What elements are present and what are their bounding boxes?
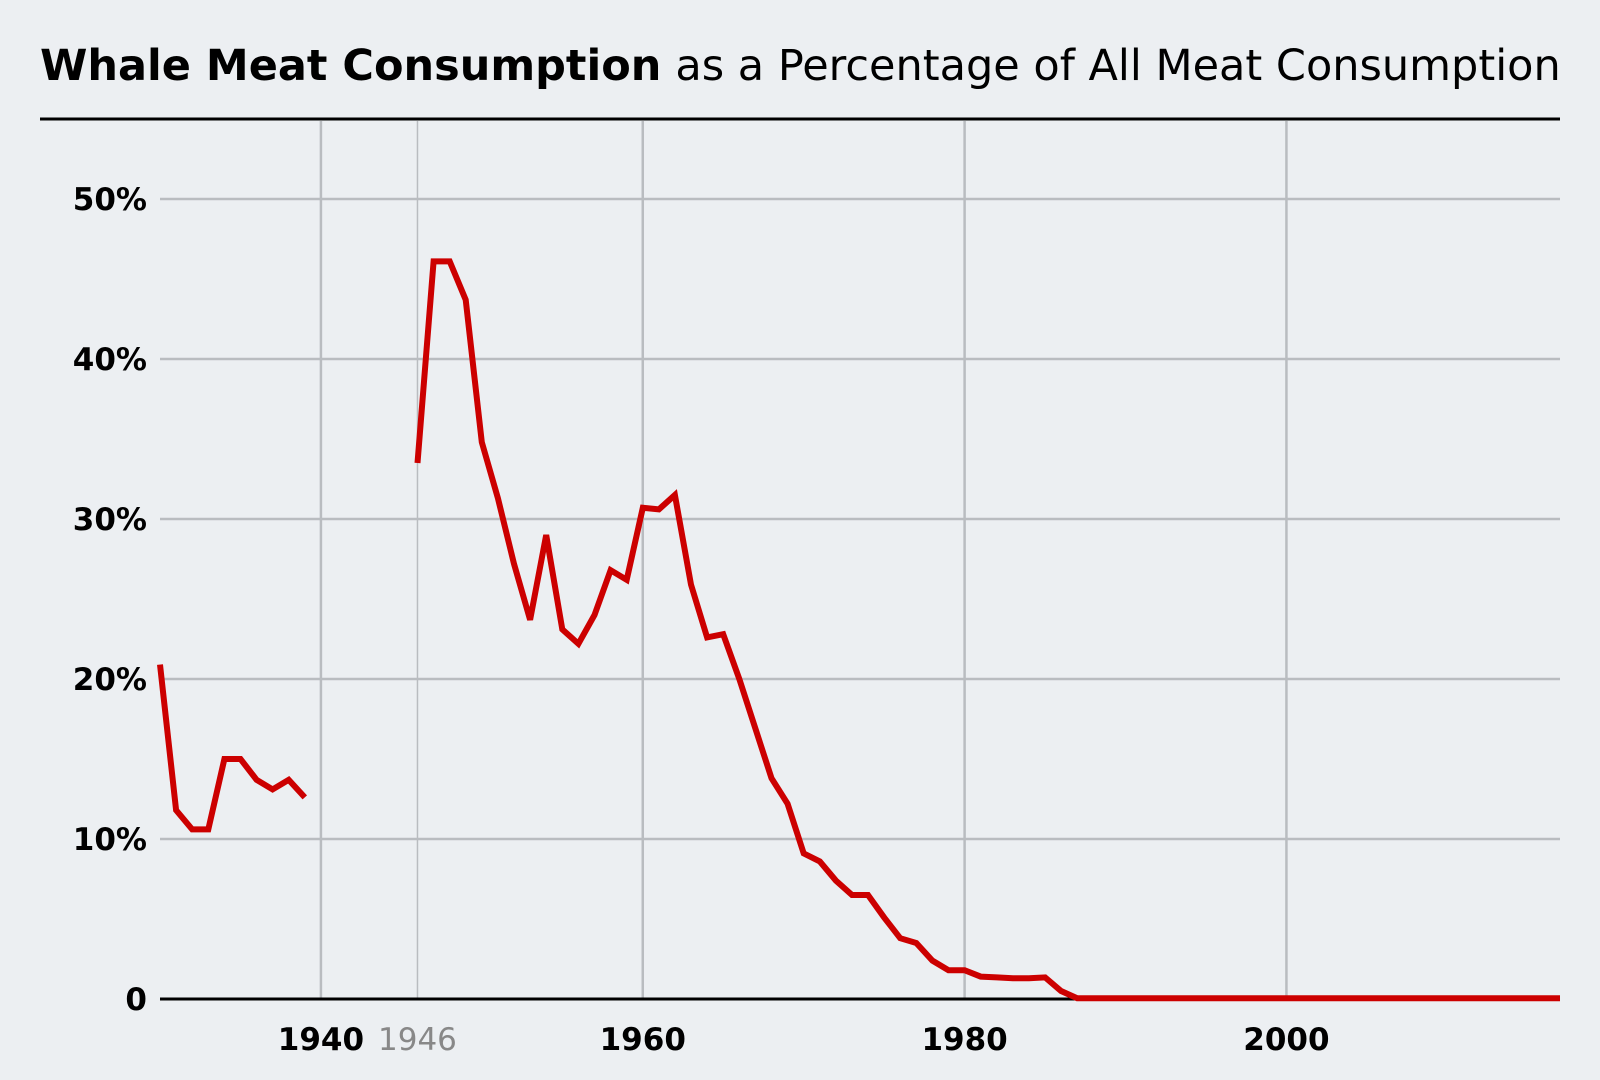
x-tick-label: 1940 — [278, 1022, 364, 1058]
y-axis: 0 10% 20% 30% 40% 50% — [73, 182, 147, 1018]
series-line — [414, 258, 1560, 1002]
y-tick-label: 10% — [73, 822, 147, 858]
y-tick-label: 30% — [73, 502, 147, 538]
y-tick-label: 20% — [73, 662, 147, 698]
x-tick-label: 1980 — [921, 1022, 1007, 1058]
y-tick-label: 0 — [125, 982, 147, 1018]
y-tick-label: 40% — [73, 342, 147, 378]
y-tick-label: 50% — [73, 182, 147, 218]
gridlines — [160, 121, 1560, 999]
series-group — [157, 258, 1560, 1002]
x-tick-label: 1946 — [378, 1022, 457, 1058]
x-tick-label: 1960 — [600, 1022, 686, 1058]
x-tick-label: 2000 — [1243, 1022, 1329, 1058]
chart-title-bold: Whale Meat Consumption — [40, 41, 661, 91]
chart-title: Whale Meat Consumption as a Percentage of… — [40, 41, 1561, 91]
series-line — [157, 664, 308, 833]
chart-title-rest: as a Percentage of All Meat Consumption — [675, 41, 1560, 91]
x-axis: 1940 1946 1960 1980 2000 — [160, 997, 1560, 1058]
